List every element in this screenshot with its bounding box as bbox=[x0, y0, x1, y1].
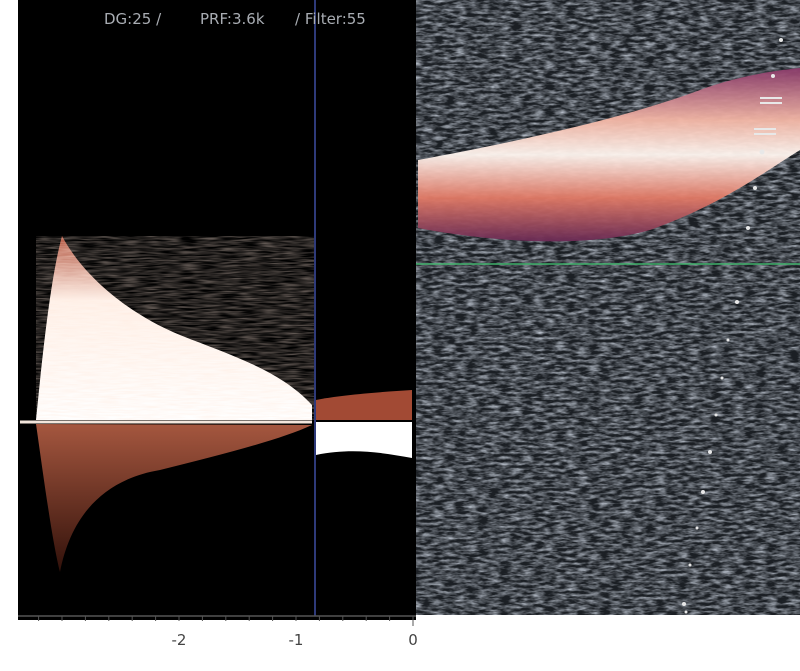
axis-label: -2 bbox=[172, 631, 187, 649]
axis-label: -1 bbox=[289, 631, 304, 649]
spectral-texture bbox=[36, 236, 314, 420]
header-item: PRF:3.6k bbox=[200, 10, 265, 28]
depth-markers bbox=[682, 38, 783, 614]
spectral-waveform-tail bbox=[316, 390, 412, 420]
axis-ticks bbox=[38, 616, 414, 626]
spectral-waveform-reverse bbox=[36, 424, 312, 572]
color-doppler-vessel bbox=[418, 68, 800, 242]
header-item: / Filter:55 bbox=[295, 10, 366, 28]
spectral-aliasing bbox=[316, 422, 412, 458]
header-item: DG:25 / bbox=[104, 10, 162, 28]
axis-label: 0 bbox=[408, 631, 418, 649]
